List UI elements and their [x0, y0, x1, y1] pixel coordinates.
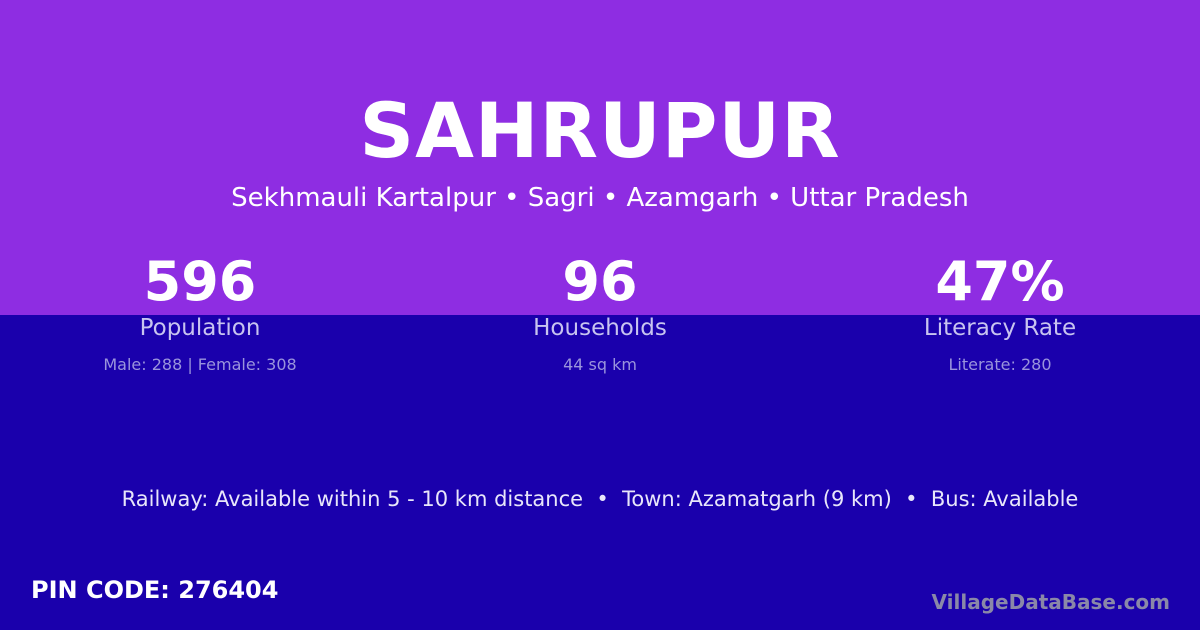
- households-detail: 44 sq km: [563, 355, 637, 374]
- literacy-label: Literacy Rate: [923, 315, 1077, 341]
- village-title: SAHRUPUR: [359, 86, 841, 175]
- population-value: 596: [143, 250, 257, 313]
- households-label: Households: [533, 315, 667, 341]
- population-label: Population: [139, 315, 261, 341]
- literacy-value: 47%: [935, 250, 1065, 313]
- brand-logo: VillageDataBase.com: [931, 590, 1170, 614]
- population-detail: Male: 288 | Female: 308: [103, 355, 297, 374]
- pin-code: PIN CODE: 276404: [31, 576, 279, 604]
- connectivity-facts: Railway: Available within 5 - 10 km dist…: [121, 487, 1079, 511]
- location-breadcrumb: Sekhmauli Kartalpur • Sagri • Azamgarh •…: [231, 183, 969, 213]
- households-value: 96: [562, 250, 638, 313]
- header-band: [0, 0, 1200, 315]
- literacy-detail: Literate: 280: [948, 355, 1052, 374]
